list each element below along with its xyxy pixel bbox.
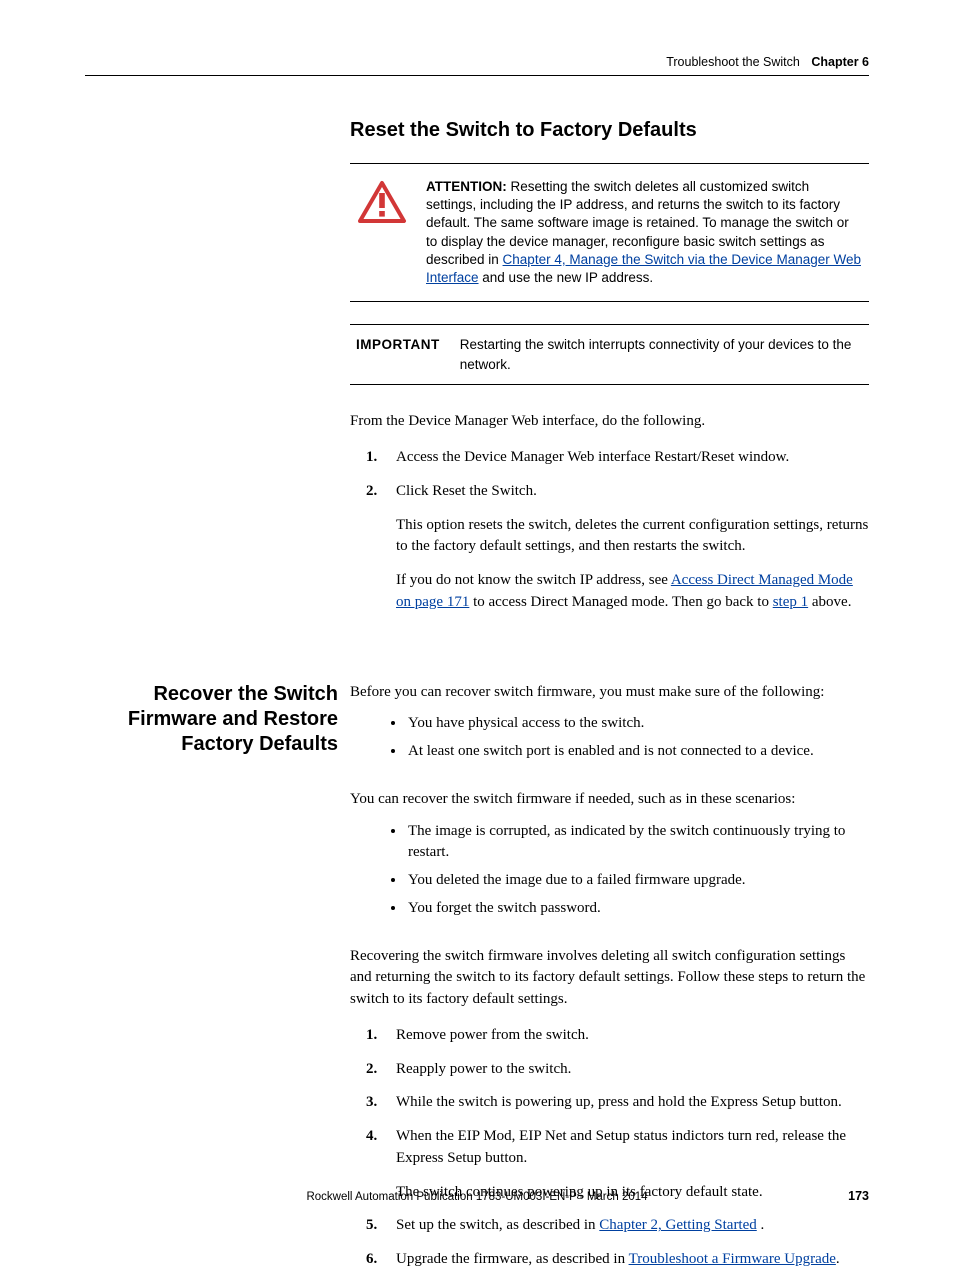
s1-step-1: Access the Device Manager Web interface … — [350, 447, 869, 469]
section2-lead2: You can recover the switch firmware if n… — [350, 789, 869, 811]
section1-lead: From the Device Manager Web interface, d… — [350, 411, 869, 433]
important-label: IMPORTANT — [356, 335, 440, 355]
attention-text: ATTENTION: Resetting the switch deletes … — [426, 178, 863, 287]
s1-step-1-text: Access the Device Manager Web interface … — [396, 449, 789, 465]
s1-step-2-sub1: This option resets the switch, deletes t… — [396, 515, 869, 559]
section2-steps: Remove power from the switch. Reapply po… — [350, 1025, 869, 1271]
footer-publication: Rockwell Automation Publication 1783-UM0… — [306, 1191, 647, 1203]
page-footer: Rockwell Automation Publication 1783-UM0… — [85, 1191, 869, 1203]
header-chapter: Chapter 6 — [811, 55, 869, 69]
section-reset: Reset the Switch to Factory Defaults ATT… — [85, 116, 869, 626]
section2-bullets2: The image is corrupted, as indicated by … — [350, 821, 869, 920]
s2-step-3-text: While the switch is powering up, press a… — [396, 1094, 842, 1110]
s1-step-2-sub2-c: above. — [808, 594, 851, 610]
s2-step-1: Remove power from the switch. — [350, 1025, 869, 1047]
section1-title: Reset the Switch to Factory Defaults — [350, 116, 869, 145]
footer-page-number: 173 — [848, 1189, 869, 1203]
s1-step-2-text: Click Reset the Switch. — [396, 483, 537, 499]
s2-step-6: Upgrade the firmware, as described in Tr… — [350, 1249, 869, 1271]
attention-icon — [356, 178, 408, 287]
s2-step-6-link[interactable]: Troubleshoot a Firmware Upgrade — [629, 1251, 836, 1267]
s2-step-5-after: . — [757, 1217, 765, 1233]
section2-bullets1: You have physical access to the switch. … — [350, 713, 869, 763]
s2-b2-1: You deleted the image due to a failed fi… — [406, 870, 869, 892]
attention-label: ATTENTION: — [426, 179, 507, 194]
section2-lead1: Before you can recover switch firmware, … — [350, 682, 869, 704]
s2-step-6-before: Upgrade the firmware, as described in — [396, 1251, 629, 1267]
s1-step-2-sub2-a: If you do not know the switch IP address… — [396, 572, 671, 588]
s2-step-5-before: Set up the switch, as described in — [396, 1217, 599, 1233]
s2-b1-0: You have physical access to the switch. — [406, 713, 869, 735]
s1-step-2-sub2: If you do not know the switch IP address… — [396, 570, 869, 614]
left-gutter-1 — [85, 116, 350, 626]
attention-body-2: and use the new IP address. — [479, 270, 654, 285]
s2-step-5: Set up the switch, as described in Chapt… — [350, 1215, 869, 1237]
attention-callout: ATTENTION: Resetting the switch deletes … — [350, 163, 869, 302]
section1-steps: Access the Device Manager Web interface … — [350, 447, 869, 614]
s2-step-1-text: Remove power from the switch. — [396, 1027, 589, 1043]
section2-para: Recovering the switch firmware involves … — [350, 946, 869, 1011]
s1-step-2: Click Reset the Switch. This option rese… — [350, 481, 869, 614]
s2-b2-2: You forget the switch password. — [406, 898, 869, 920]
s2-step-6-after: . — [836, 1251, 840, 1267]
s2-step-3: While the switch is powering up, press a… — [350, 1092, 869, 1114]
important-text: Restarting the switch interrupts connect… — [460, 335, 863, 374]
s1-step-2-sub2-b: to access Direct Managed mode. Then go b… — [469, 594, 772, 610]
s2-step-5-link[interactable]: Chapter 2, Getting Started — [599, 1217, 756, 1233]
s2-step-2: Reapply power to the switch. — [350, 1059, 869, 1081]
s1-step-2-link2[interactable]: step 1 — [773, 594, 808, 610]
right-col-1: Reset the Switch to Factory Defaults ATT… — [350, 116, 869, 626]
s2-b2-0: The image is corrupted, as indicated by … — [406, 821, 869, 865]
s2-b1-1: At least one switch port is enabled and … — [406, 741, 869, 763]
running-header: Troubleshoot the Switch Chapter 6 — [85, 55, 869, 76]
s2-step-2-text: Reapply power to the switch. — [396, 1061, 571, 1077]
page: Troubleshoot the Switch Chapter 6 Reset … — [0, 0, 954, 1235]
s2-step-4-text: When the EIP Mod, EIP Net and Setup stat… — [396, 1128, 846, 1166]
header-section: Troubleshoot the Switch — [666, 55, 800, 69]
important-callout: IMPORTANT Restarting the switch interrup… — [350, 324, 869, 385]
